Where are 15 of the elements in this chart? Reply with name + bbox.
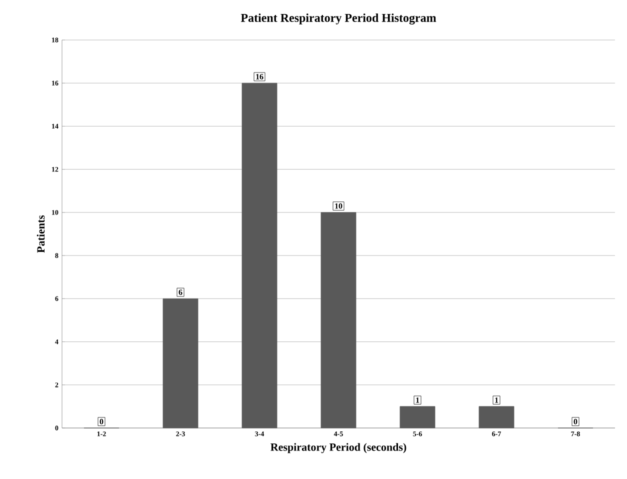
data-label: 0: [574, 418, 578, 424]
data-label: 16: [256, 74, 264, 80]
bar: [242, 82, 278, 428]
data-label: 1: [416, 397, 420, 403]
y-axis-title: Patients: [36, 215, 45, 253]
data-label: 6: [178, 290, 182, 295]
bar: [320, 212, 356, 428]
data-label: 10: [335, 203, 342, 209]
data-label: 1: [495, 397, 498, 403]
chart-title: Patient Respiratory Period Histogram: [240, 13, 436, 24]
bar: [400, 406, 436, 428]
x-axis-title: Respiratory Period (seconds): [270, 443, 406, 454]
bar: [478, 406, 514, 428]
bar: [162, 298, 198, 428]
data-label: 0: [100, 418, 104, 424]
